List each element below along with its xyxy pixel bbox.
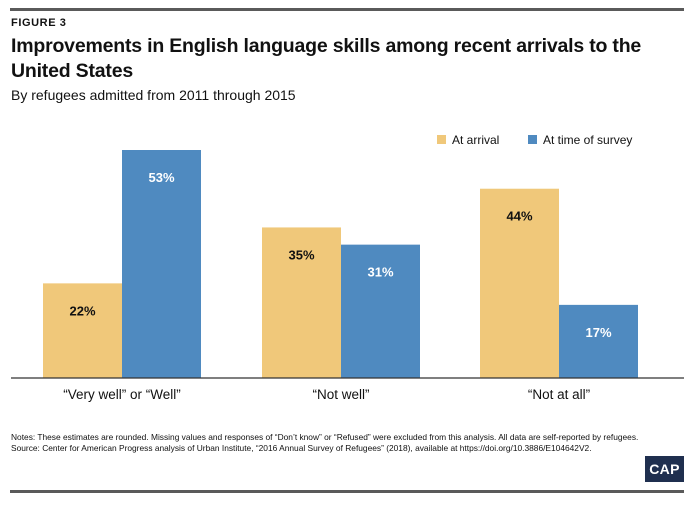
- bar: [43, 283, 122, 378]
- legend-label: At time of survey: [543, 133, 632, 147]
- bar: [262, 227, 341, 378]
- data-label: 53%: [148, 170, 174, 185]
- bar: [122, 150, 201, 378]
- figure-label: FIGURE 3: [11, 17, 67, 29]
- data-label: 22%: [69, 303, 95, 318]
- chart-subtitle: By refugees admitted from 2011 through 2…: [11, 87, 296, 103]
- category-label: “Not at all”: [528, 387, 590, 402]
- legend-label: At arrival: [452, 133, 499, 147]
- legend-swatch: [528, 135, 537, 144]
- bar: [559, 304, 638, 378]
- legend-swatch: [437, 135, 446, 144]
- cap-logo: CAP: [645, 456, 684, 482]
- category-label: “Not well”: [312, 387, 369, 402]
- data-label: 44%: [506, 209, 532, 224]
- data-label: 35%: [288, 247, 314, 262]
- notes-text: Notes: These estimates are rounded. Miss…: [11, 432, 639, 442]
- data-label: 17%: [585, 325, 611, 340]
- top-rule: [10, 8, 684, 11]
- bar: [480, 188, 559, 378]
- notes-block: Notes: These estimates are rounded. Miss…: [11, 432, 651, 454]
- bottom-rule: [10, 490, 684, 493]
- data-label: 31%: [367, 265, 393, 280]
- source-text: Source: Center for American Progress ana…: [11, 443, 592, 454]
- category-label: “Very well” or “Well”: [63, 387, 181, 402]
- bar: [341, 244, 420, 378]
- chart-title: Improvements in English language skills …: [11, 35, 642, 82]
